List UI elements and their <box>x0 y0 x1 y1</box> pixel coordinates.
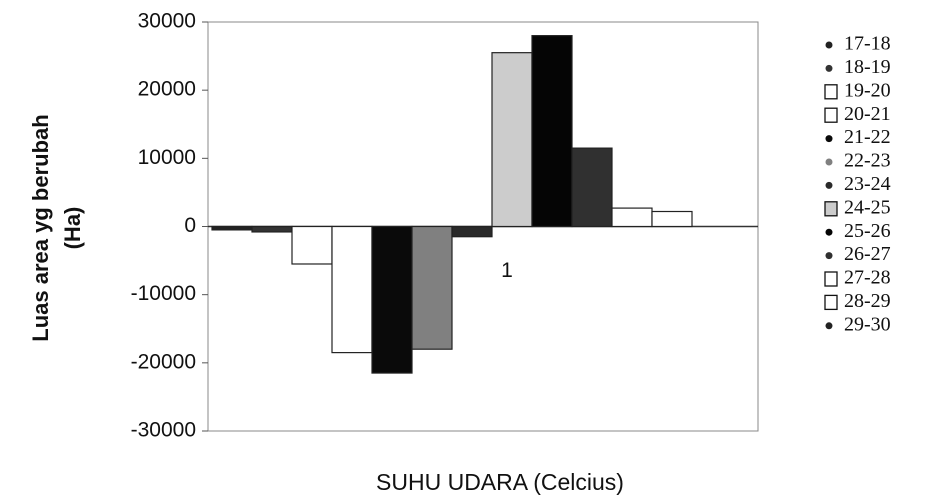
y-tick-label: 10000 <box>138 146 196 169</box>
y-tick-label: 0 <box>184 214 196 237</box>
legend-swatch <box>824 107 838 123</box>
y-tick-label: -20000 <box>131 350 196 373</box>
legend-swatch <box>825 252 833 260</box>
legend-label: 26-27 <box>844 243 891 265</box>
legend-swatch <box>825 181 833 189</box>
category-label: 1 <box>501 259 513 282</box>
y-axis-title: Luas area yg berubah <box>28 114 53 341</box>
legend-label: 24-25 <box>844 196 891 218</box>
y-tick-label: -30000 <box>131 419 196 442</box>
legend-label: 27-28 <box>844 267 891 289</box>
legend-swatch <box>824 294 838 311</box>
legend-label: 23-24 <box>844 173 891 195</box>
legend-label: 29-30 <box>844 313 891 335</box>
legend-swatch <box>825 322 833 330</box>
legend-swatch <box>824 271 838 287</box>
legend-label: 28-29 <box>844 290 891 312</box>
bar <box>211 225 253 231</box>
y-tick-label: 30000 <box>138 10 196 33</box>
bar <box>331 225 373 354</box>
legend-label: 18-19 <box>844 56 891 78</box>
legend-swatch <box>825 135 833 143</box>
x-axis-title: SUHU UDARA (Celcius) <box>376 469 624 495</box>
legend-label: 17-18 <box>844 33 891 55</box>
legend-swatch <box>825 228 833 236</box>
bar <box>611 207 653 228</box>
bar <box>651 210 693 228</box>
bar <box>451 225 493 238</box>
bar <box>491 52 533 228</box>
bar <box>251 225 293 233</box>
bar <box>531 35 573 228</box>
legend-swatch <box>825 41 833 49</box>
bar <box>571 147 613 228</box>
bar <box>371 225 413 374</box>
legend-label: 22-23 <box>844 150 891 172</box>
y-axis-title: (Ha) <box>60 207 85 250</box>
y-tick-label: 20000 <box>138 78 196 101</box>
legend-label: 21-22 <box>844 126 891 148</box>
legend-label: 19-20 <box>844 79 891 101</box>
bar <box>291 225 333 265</box>
legend-swatch <box>825 158 833 166</box>
legend-label: 25-26 <box>844 220 891 242</box>
legend-swatch <box>824 84 838 100</box>
legend-swatch <box>824 201 838 217</box>
y-tick-label: -10000 <box>131 282 196 305</box>
legend-swatch <box>825 64 833 72</box>
bar <box>411 225 453 350</box>
legend-label: 20-21 <box>844 103 891 125</box>
